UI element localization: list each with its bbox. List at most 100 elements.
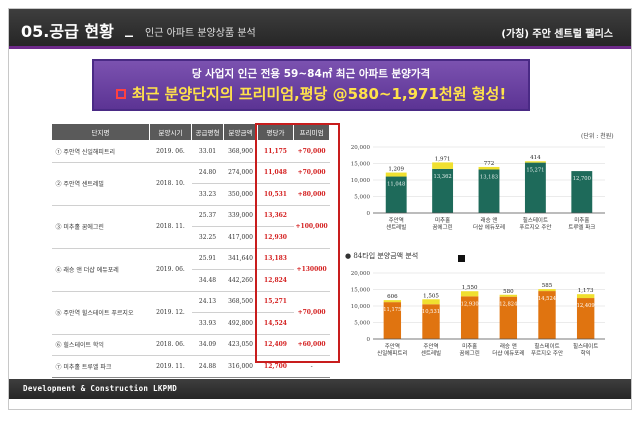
data-label-premium: 585: [542, 283, 553, 289]
data-label-base: 11,175: [383, 307, 401, 313]
x-category-label: 푸르지오 주안: [519, 223, 551, 231]
bar-premium: [422, 299, 440, 305]
bar-base: [524, 162, 546, 213]
x-category-label: 래승 앤: [481, 216, 498, 224]
supply-area: 24.88: [191, 355, 224, 378]
supply-table: 단지명 분양시기 공급평형 분양금액 평당가 프리미엄 ① 주안역 신일해피트리…: [51, 123, 331, 378]
x-category-label: 센트레빌: [421, 349, 441, 357]
price-per-pyeong: 13,183: [257, 248, 294, 270]
sale-period: 2018. 10.: [149, 162, 192, 206]
premium: -: [293, 355, 330, 378]
x-category-label: 주안역: [423, 342, 438, 350]
title-separator: _: [125, 18, 133, 37]
footer-bar: Development & Construction LKPMD: [9, 379, 631, 399]
data-label-base: 13,362: [434, 174, 452, 180]
x-category-label: 더샵 에듀포레: [473, 223, 505, 231]
data-label-base: 12,700: [573, 176, 591, 182]
complex-name: ① 주안역 신일해피트리: [51, 140, 150, 163]
data-label-premium: 1,173: [578, 288, 594, 294]
bar-premium: [432, 162, 454, 169]
x-category-label: 미추홀: [462, 342, 477, 350]
banner-line-2: 최근 분양단지의 프리미엄,평당 @580~1,971천원 형성!: [94, 83, 528, 104]
header-supply-area: 공급평형: [191, 123, 224, 141]
table-row: 32.25 417,000 12,930: [52, 226, 330, 249]
table-header-row: 단지명 분양시기 공급평형 분양금액 평당가 프리미엄: [51, 123, 331, 141]
x-category-label: 신일해피트리: [377, 349, 407, 357]
chart-price-per-pyeong: 0 5,000 10,000 15,000 20,000 1,209 11,048 주안역센트…: [351, 145, 605, 231]
supply-area: 32.25: [191, 226, 224, 249]
sale-period: 2019. 06.: [149, 248, 192, 292]
chart-84-type-price: 0 5,000 10,000 15,000 20,000 606 11,175 주안역신일해피…: [351, 271, 605, 357]
data-label-base: 12,409: [577, 303, 595, 309]
bar-premium: [538, 289, 556, 292]
sale-period: 2019. 12.: [149, 291, 192, 335]
bar-premium: [383, 300, 402, 303]
y-tick-label: 20,000: [351, 145, 371, 151]
banner-line-2-text: 최근 분양단지의 프리미엄,평당 @580~1,971천원 형성!: [131, 85, 507, 103]
unit-label: (단위 : 천원): [581, 133, 614, 140]
marker-square-icon: [458, 255, 465, 262]
x-category-label: 센트레빌: [386, 223, 406, 231]
x-category-label: 주안역: [385, 342, 400, 350]
bar-base: [422, 304, 440, 339]
price-per-pyeong: 10,531: [257, 183, 294, 206]
sale-price: 316,000: [223, 355, 258, 378]
complex-name: ② 주안역 센트레빌: [51, 162, 150, 206]
premium: +100,000: [293, 205, 330, 249]
sale-price: 341,640: [223, 248, 258, 270]
bar-base: [478, 169, 500, 213]
sale-price: 492,800: [223, 312, 258, 335]
data-label-premium: 606: [387, 294, 398, 300]
sale-price: 368,500: [223, 291, 258, 313]
table-row: 33.23 350,000 10,531 +80,000: [52, 183, 330, 206]
complex-name: ⑥ 힐스테이트 학익: [51, 334, 150, 356]
data-label-base: 10,531: [422, 309, 440, 315]
x-category-label: 꿈에그린: [432, 223, 452, 231]
supply-area: 24.80: [191, 162, 224, 184]
x-category-label: 더샵 에듀포레: [492, 349, 524, 357]
y-tick-label: 15,000: [351, 288, 371, 294]
y-tick-label: 10,000: [351, 178, 371, 184]
header-premium: 프리미엄: [292, 123, 331, 141]
bar-premium: [478, 166, 500, 170]
supply-area: 25.37: [191, 205, 224, 227]
footer-text: Development & Construction LKPMD: [23, 384, 178, 393]
supply-area: 34.48: [191, 269, 224, 292]
price-per-pyeong: 12,824: [257, 269, 294, 292]
price-per-pyeong: 12,700: [257, 355, 294, 378]
supply-area: 33.93: [191, 312, 224, 335]
data-label-premium: 772: [484, 161, 495, 167]
table-row: ① 주안역 신일해피트리 2019. 06. 33.01 368,900 11,…: [51, 140, 330, 163]
bar-base: [385, 176, 407, 213]
bar-premium: [576, 294, 595, 299]
data-label-base: 11,048: [387, 182, 405, 188]
price-per-pyeong: 12,409: [257, 334, 294, 356]
y-tick-label: 5,000: [354, 195, 370, 201]
x-category-label: 래승 앤: [500, 342, 517, 350]
header-sale-period: 분양시기: [149, 123, 192, 141]
table-row: ② 주안역 센트레빌 2018. 10. 24.80 274,000 11,04…: [51, 162, 330, 206]
bar-base: [571, 171, 593, 213]
bar-premium: [385, 172, 407, 177]
bar-base: [460, 296, 479, 339]
sale-price: 417,000: [223, 226, 258, 249]
y-tick-label: 0: [367, 211, 371, 217]
header-price-per-pyeong: 평당가: [257, 123, 294, 141]
supply-area: 25.91: [191, 248, 224, 270]
bar-base: [383, 302, 402, 339]
premium: +60,000: [293, 334, 330, 356]
sale-period: 2018. 11.: [149, 205, 192, 249]
price-per-pyeong: 11,048: [257, 162, 294, 184]
premium: +80,000: [293, 183, 330, 206]
supply-area: 33.23: [191, 183, 224, 206]
sale-price: 368,900: [223, 140, 258, 163]
data-label-base: 13,183: [480, 174, 498, 180]
data-label-base: 14,524: [538, 296, 557, 302]
chart-84-title-text: 84타입 분양금액 분석: [353, 252, 419, 260]
sale-price: 339,000: [223, 205, 258, 227]
data-label-premium: 1,550: [462, 285, 478, 291]
table-row: ⑤ 주안역 힐스테이트 푸르지오 2019. 12. 24.13 368,500…: [51, 291, 330, 335]
data-label-base: 15,271: [526, 168, 544, 174]
sale-price: 350,000: [223, 183, 258, 206]
complex-name: ⑤ 주안역 힐스테이트 푸르지오: [51, 291, 150, 335]
